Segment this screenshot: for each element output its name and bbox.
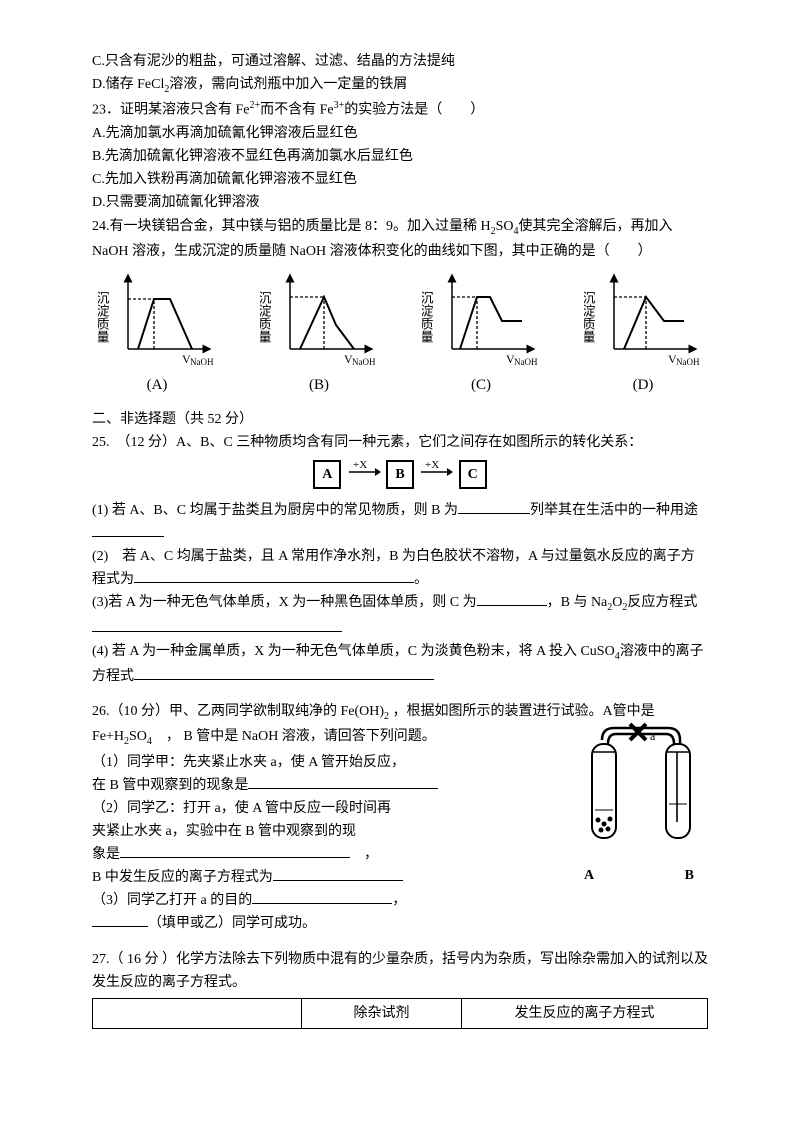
q26-p2e: B 中发生反应的离子方程式为 <box>92 866 548 889</box>
q25-diagram: A +X B +X C <box>92 460 708 489</box>
q25-p1: (1) 若 A、B、C 均属于盐类且为厨房中的常见物质，则 B 为列举其在生活中… <box>92 499 708 545</box>
node-c: C <box>459 460 487 489</box>
chart-b: 沉淀质量 V NaOH (B) <box>260 269 378 398</box>
q27-stem: 27.（ 16 分 ）化学方法除去下列物质中混有的少量杂质，括号内为杂质，写出除… <box>92 948 708 994</box>
q26-p2b: 夹紧止水夹 a，实验中在 B 管中观察到的现 <box>92 820 548 843</box>
chart-a-svg: 沉淀质量 V NaOH <box>98 269 216 365</box>
q22-opt-d: D.储存 FeCl2溶液，需向试剂瓶中加入一定量的铁屑 <box>92 73 708 98</box>
chart-a-label: (A) <box>98 373 216 398</box>
chart-b-svg: 沉淀质量 V NaOH <box>260 269 378 365</box>
q26-block: 26.（10 分）甲、乙两同学欲制取纯净的 Fe(OH)2 ，根据如图所示的装置… <box>92 700 708 935</box>
svg-text:NaOH: NaOH <box>352 357 376 365</box>
svg-text:沉淀质量: 沉淀质量 <box>584 291 596 343</box>
q25-p2: (2) 若 A、C 均属于盐类，且 A 常用作净水剂，B 为白色胶状不溶物，A … <box>92 545 708 591</box>
chart-c-svg: 沉淀质量 V NaOH <box>422 269 540 365</box>
q27-h1 <box>93 998 302 1028</box>
svg-text:a: a <box>650 729 656 743</box>
q26-p3: （3）同学乙打开 a 的目的， <box>92 889 548 912</box>
svg-text:沉淀质量: 沉淀质量 <box>98 291 110 343</box>
blank[interactable] <box>252 889 392 904</box>
q22-opt-c: C.只含有泥沙的粗盐，可通过溶解、过滤、结晶的方法提纯 <box>92 50 708 73</box>
blank[interactable] <box>458 499 530 514</box>
chart-d: 沉淀质量 V NaOH (D) <box>584 269 702 398</box>
q26-p2c: 象是 ， <box>92 843 548 866</box>
q24-stem: 24.有一块镁铝合金，其中镁与铝的质量比是 8：9。加入过量稀 H2SO4使其完… <box>92 215 708 263</box>
blank[interactable] <box>120 843 350 858</box>
q27-h2: 除杂试剂 <box>302 998 462 1028</box>
arrow-ab: +X <box>347 460 381 478</box>
q24-charts: 沉淀质量 V NaOH (A) 沉淀质量 V NaOH (B) 沉淀质量 V N… <box>92 269 708 398</box>
q23-stem: 23．证明某溶液只含有 Fe2+而不含有 Fe3+的实验方法是（ ） <box>92 98 708 122</box>
blank[interactable] <box>248 774 438 789</box>
chart-c-label: (C) <box>422 373 540 398</box>
q26-p1a: （1）同学甲：先夹紧止水夹 a，使 A 管开始反应， <box>92 751 548 774</box>
exam-page: C.只含有泥沙的粗盐，可通过溶解、过滤、结晶的方法提纯 D.储存 FeCl2溶液… <box>0 0 800 1069</box>
q23-opt-d: D.只需要滴加硫氰化钾溶液 <box>92 191 708 214</box>
node-b: B <box>386 460 413 489</box>
blank[interactable] <box>134 665 434 680</box>
chart-b-label: (B) <box>260 373 378 398</box>
q26-p1b: 在 B 管中观察到的现象是 <box>92 774 548 797</box>
svg-text:NaOH: NaOH <box>514 357 538 365</box>
blank[interactable] <box>92 522 164 537</box>
apparatus-svg: a <box>564 722 714 852</box>
section-2-title: 二、非选择题（共 52 分） <box>92 408 708 431</box>
apparatus-diagram: a A B <box>564 722 714 887</box>
q27-table: 除杂试剂 发生反应的离子方程式 <box>92 998 708 1029</box>
svg-text:NaOH: NaOH <box>676 357 700 365</box>
chart-d-label: (D) <box>584 373 702 398</box>
blank[interactable] <box>273 866 403 881</box>
table-row: 除杂试剂 发生反应的离子方程式 <box>93 998 708 1028</box>
svg-text:沉淀质量: 沉淀质量 <box>422 291 434 343</box>
chart-d-svg: 沉淀质量 V NaOH <box>584 269 702 365</box>
node-a: A <box>313 460 341 489</box>
q27-h3: 发生反应的离子方程式 <box>461 998 707 1028</box>
svg-text:+X: +X <box>353 460 367 471</box>
chart-a: 沉淀质量 V NaOH (A) <box>98 269 216 398</box>
q26-p2a: （2）同学乙：打开 a，使 A 管中反应一段时间再 <box>92 797 548 820</box>
svg-text:NaOH: NaOH <box>190 357 214 365</box>
q25-stem: 25. （12 分）A、B、C 三种物质均含有同一种元素，它们之间存在如图所示的… <box>92 431 708 454</box>
q23-opt-c: C.先加入铁粉再滴加硫氰化钾溶液不显红色 <box>92 168 708 191</box>
q25-p3: (3)若 A 为一种无色气体单质，X 为一种黑色固体单质，则 C 为，B 与 N… <box>92 591 708 639</box>
blank[interactable] <box>477 591 547 606</box>
q25-p4: (4) 若 A 为一种金属单质，X 为一种无色气体单质，C 为淡黄色粉末，将 A… <box>92 640 708 688</box>
arrow-bc: +X <box>419 460 453 478</box>
tube-b-label: B <box>685 864 694 887</box>
blank[interactable] <box>134 568 414 583</box>
chart-c: 沉淀质量 V NaOH (C) <box>422 269 540 398</box>
q23-opt-a: A.先滴加氯水再滴加硫氰化钾溶液后显红色 <box>92 122 708 145</box>
blank[interactable] <box>92 912 148 927</box>
q23-opt-b: B.先滴加硫氰化钾溶液不显红色再滴加氯水后显红色 <box>92 145 708 168</box>
svg-text:沉淀质量: 沉淀质量 <box>260 291 272 343</box>
blank[interactable] <box>92 617 342 632</box>
tube-a-label: A <box>584 864 594 887</box>
svg-text:+X: +X <box>425 460 439 471</box>
q26-p3c: （填甲或乙）同学可成功。 <box>92 912 548 935</box>
